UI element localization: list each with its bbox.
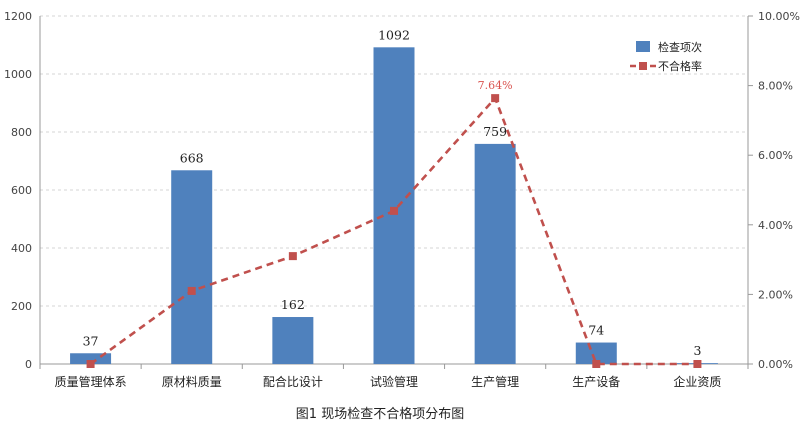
left-tick-label: 600 <box>11 184 32 197</box>
bar <box>272 317 314 364</box>
category-labels: 质量管理体系 原材料质量 配合比设计 试验管理 生产管理 生产设备 企业资质 <box>55 374 722 389</box>
category-label: 配合比设计 <box>263 374 323 389</box>
bar-data-label: 37 <box>83 333 99 348</box>
bar <box>373 47 415 364</box>
rate-point <box>592 360 601 368</box>
right-tick-label: 2.00% <box>758 288 793 301</box>
left-tick-label: 0 <box>25 358 32 371</box>
category-label: 质量管理体系 <box>55 374 127 389</box>
legend-label-bar: 检查项次 <box>658 40 702 54</box>
legend-swatch-bar <box>636 41 650 52</box>
rate-point <box>86 360 95 368</box>
left-tick-label: 400 <box>11 242 32 255</box>
left-tick-label: 200 <box>11 300 32 313</box>
left-tick-label: 800 <box>11 126 32 139</box>
bar-data-label: 74 <box>588 323 604 338</box>
legend-label-line: 不合格率 <box>658 59 702 73</box>
left-axis-ticks: 0 200 400 600 800 1000 1200 <box>4 10 32 371</box>
rate-data-label: 7.64% <box>478 79 513 92</box>
category-label: 生产管理 <box>471 374 519 389</box>
bar <box>575 342 617 364</box>
bar <box>70 353 112 364</box>
rate-point <box>491 94 500 103</box>
bar-data-labels: 37 668 162 1092 759 74 3 <box>83 27 702 358</box>
bar-data-label: 1092 <box>378 27 410 42</box>
rate-line-series: 7.64% <box>86 79 702 368</box>
category-label: 生产设备 <box>572 375 620 389</box>
legend-swatch-marker <box>639 62 647 70</box>
category-label: 原材料质量 <box>162 375 222 389</box>
bar-data-label: 668 <box>180 150 204 165</box>
chart-caption: 图1 现场检查不合格项分布图 <box>296 406 464 422</box>
bar <box>474 143 516 364</box>
bar-data-label: 759 <box>483 124 507 139</box>
left-tick-label: 1200 <box>4 10 32 23</box>
right-tick-label: 0.00% <box>758 358 793 371</box>
right-tick-label: 10.00% <box>758 10 800 23</box>
right-tick-label: 8.00% <box>758 80 793 93</box>
right-tick-label: 6.00% <box>758 149 793 162</box>
bar-data-label: 3 <box>693 343 701 358</box>
category-label: 企业资质 <box>673 374 721 389</box>
left-tick-label: 1000 <box>4 68 32 81</box>
rate-point <box>187 286 196 295</box>
rate-point <box>390 206 398 215</box>
right-tick-label: 4.00% <box>758 219 793 232</box>
bar <box>171 170 213 364</box>
rate-point <box>288 252 297 261</box>
rate-point <box>693 360 702 368</box>
bar-series <box>70 47 718 364</box>
right-axis-ticks: 0.00% 2.00% 4.00% 6.00% 8.00% 10.00% <box>748 10 800 371</box>
bar-data-label: 162 <box>281 297 305 312</box>
category-label: 试验管理 <box>370 374 418 389</box>
